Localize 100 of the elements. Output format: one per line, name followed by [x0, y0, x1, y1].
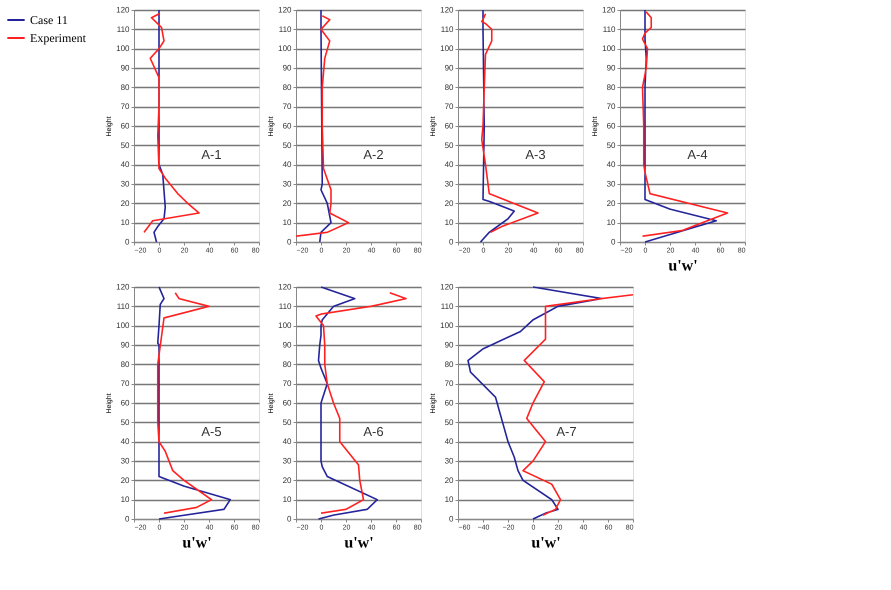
- y-tick-label: 50: [282, 418, 292, 427]
- y-tick-label: 20: [606, 198, 616, 208]
- y-tick-label: 60: [444, 398, 454, 408]
- line-series: [295, 15, 350, 237]
- y-tick-label: 20: [120, 198, 130, 208]
- y-tick-label: 60: [120, 398, 130, 408]
- y-tick-label: 30: [282, 456, 292, 466]
- y-tick-label: 10: [444, 495, 454, 504]
- y-tick-label: 10: [120, 218, 130, 228]
- y-tick-label: 40: [282, 160, 292, 170]
- y-tick-label: 40: [282, 437, 292, 446]
- y-tick-label: 110: [440, 24, 454, 34]
- y-tick-label: 10: [444, 218, 454, 228]
- line-series: [642, 11, 728, 237]
- y-tick-label: 50: [120, 418, 130, 427]
- y-tick-label: 0: [611, 238, 616, 246]
- y-tick-label: 50: [444, 140, 454, 150]
- y-tick-label: 120: [602, 6, 616, 14]
- line-series: [143, 13, 200, 234]
- y-tick-label: 60: [282, 398, 292, 408]
- y-tick-label: 20: [282, 476, 292, 485]
- y-tick-label: 40: [444, 160, 454, 170]
- y-tick-label: 10: [120, 495, 130, 504]
- y-tick-label: 70: [120, 102, 130, 112]
- y-tick-label: 90: [282, 64, 292, 72]
- y-tick-label: 100: [116, 321, 130, 330]
- y-tick-label: 110: [440, 302, 454, 311]
- x-axis-title: u'w': [182, 534, 212, 552]
- annotation: A-4: [687, 147, 708, 162]
- y-tick-label: 30: [120, 180, 130, 188]
- y-tick-label: 70: [444, 379, 454, 388]
- y-tick-label: 80: [444, 82, 454, 92]
- y-tick-label: 120: [116, 282, 130, 292]
- y-tick-label: 30: [282, 180, 292, 188]
- y-tick-label: 40: [120, 160, 130, 170]
- line-series: [644, 9, 718, 243]
- y-tick-label: 80: [282, 360, 292, 369]
- y-tick-label: 100: [602, 44, 616, 54]
- x-axis-title: u'w': [668, 258, 698, 274]
- y-tick-label: 60: [120, 122, 130, 130]
- y-tick-label: 90: [282, 340, 292, 350]
- annotation: A-7: [556, 424, 577, 439]
- y-tick-label: 60: [282, 122, 292, 130]
- line-series: [522, 294, 634, 516]
- line-series: [318, 9, 332, 243]
- y-tick-label: 100: [440, 44, 454, 54]
- y-tick-label: 100: [278, 321, 292, 330]
- y-tick-label: 70: [606, 102, 616, 112]
- y-tick-label: 90: [120, 64, 130, 72]
- y-tick-label: 120: [116, 6, 130, 14]
- y-tick-label: 10: [282, 218, 292, 228]
- y-tick-label: 0: [449, 514, 454, 524]
- y-tick-label: 90: [120, 340, 130, 350]
- annotation: A-3: [525, 147, 546, 162]
- legend-label: Case 11: [30, 13, 68, 27]
- line-series: [315, 292, 407, 514]
- y-tick-label: 0: [125, 238, 130, 246]
- annotation: A-1: [201, 147, 222, 162]
- y-tick-label: 100: [440, 321, 454, 330]
- y-tick-label: 80: [120, 360, 130, 369]
- y-tick-label: 0: [125, 514, 130, 524]
- y-tick-label: 0: [287, 238, 292, 246]
- y-tick-label: 50: [120, 140, 130, 150]
- y-tick-label: 10: [282, 495, 292, 504]
- y-tick-label: 70: [282, 379, 292, 388]
- y-tick-label: 40: [444, 437, 454, 446]
- y-tick-label: 40: [606, 160, 616, 170]
- y-tick-label: 0: [287, 514, 292, 524]
- y-tick-label: 120: [440, 282, 454, 292]
- y-tick-label: 120: [278, 282, 292, 292]
- y-tick-label: 80: [606, 82, 616, 92]
- y-tick-label: 110: [116, 24, 130, 34]
- y-tick-label: 110: [278, 302, 292, 311]
- x-axis-title: u'w': [531, 534, 561, 552]
- y-tick-label: 30: [606, 180, 616, 188]
- y-tick-label: 100: [278, 44, 292, 54]
- line-series: [156, 286, 232, 520]
- annotation: A-5: [201, 424, 222, 439]
- y-tick-label: 30: [444, 180, 454, 188]
- y-tick-label: 70: [282, 102, 292, 112]
- y-tick-label: 50: [606, 140, 616, 150]
- y-tick-label: 20: [120, 476, 130, 485]
- y-tick-label: 20: [444, 476, 454, 485]
- x-axis-title: u'w': [344, 534, 374, 552]
- annotation: A-2: [363, 147, 384, 162]
- y-tick-label: 0: [449, 238, 454, 246]
- y-tick-label: 70: [444, 102, 454, 112]
- y-tick-label: 50: [444, 418, 454, 427]
- y-tick-label: 80: [444, 360, 454, 369]
- y-tick-label: 60: [606, 122, 616, 130]
- y-tick-label: 120: [440, 6, 454, 14]
- y-tick-label: 120: [278, 6, 292, 14]
- y-tick-label: 60: [444, 122, 454, 130]
- y-tick-label: 90: [444, 64, 454, 72]
- line-series: [467, 286, 603, 520]
- y-tick-label: 20: [444, 198, 454, 208]
- y-tick-label: 70: [120, 379, 130, 388]
- y-tick-label: 110: [602, 24, 616, 34]
- y-tick-label: 30: [444, 456, 454, 466]
- line-series: [480, 9, 516, 243]
